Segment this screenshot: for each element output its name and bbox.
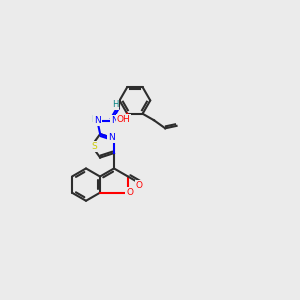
Text: N: N xyxy=(111,116,118,125)
Text: N: N xyxy=(108,133,115,142)
Text: N: N xyxy=(94,116,101,125)
Text: O: O xyxy=(126,188,133,197)
Text: O: O xyxy=(136,181,142,190)
Text: H: H xyxy=(112,100,118,109)
Text: OH: OH xyxy=(116,115,130,124)
Text: H: H xyxy=(91,115,98,124)
Text: S: S xyxy=(91,142,97,151)
